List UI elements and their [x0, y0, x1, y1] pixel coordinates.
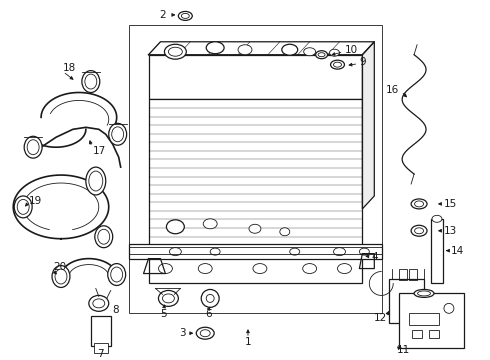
- Ellipse shape: [82, 71, 100, 93]
- Ellipse shape: [158, 264, 172, 274]
- Text: 5: 5: [160, 309, 167, 319]
- Bar: [431, 219, 443, 283]
- Text: 3: 3: [179, 328, 185, 338]
- Ellipse shape: [282, 44, 298, 55]
- Text: 1: 1: [245, 337, 251, 347]
- Text: 8: 8: [113, 305, 120, 315]
- Text: 7: 7: [98, 349, 104, 359]
- Bar: [399, 269, 407, 280]
- Ellipse shape: [249, 224, 261, 233]
- Ellipse shape: [238, 45, 252, 55]
- Ellipse shape: [86, 167, 106, 195]
- Circle shape: [201, 289, 219, 307]
- Bar: [91, 316, 111, 346]
- Bar: [409, 269, 417, 280]
- Ellipse shape: [196, 327, 214, 339]
- Bar: [148, 55, 363, 99]
- Text: 12: 12: [374, 313, 387, 323]
- Ellipse shape: [24, 136, 42, 158]
- Ellipse shape: [89, 296, 109, 311]
- Ellipse shape: [203, 219, 217, 229]
- Bar: [128, 244, 382, 258]
- Ellipse shape: [206, 42, 224, 54]
- Bar: [94, 343, 108, 353]
- Text: 6: 6: [205, 309, 212, 319]
- Text: 2: 2: [159, 10, 166, 20]
- Ellipse shape: [304, 48, 316, 56]
- Bar: [148, 99, 363, 254]
- Polygon shape: [363, 42, 374, 209]
- Text: 10: 10: [344, 45, 358, 55]
- Bar: [429, 330, 439, 338]
- Text: 11: 11: [397, 345, 411, 355]
- Ellipse shape: [14, 196, 32, 218]
- Text: 16: 16: [386, 85, 399, 95]
- Ellipse shape: [167, 220, 184, 234]
- Ellipse shape: [411, 199, 427, 209]
- Bar: [128, 25, 382, 313]
- Text: 18: 18: [63, 63, 76, 73]
- Ellipse shape: [280, 228, 290, 236]
- Ellipse shape: [109, 123, 126, 145]
- Ellipse shape: [178, 12, 192, 21]
- Ellipse shape: [338, 264, 351, 274]
- Bar: [389, 279, 424, 323]
- Text: 19: 19: [29, 196, 43, 206]
- Ellipse shape: [253, 264, 267, 274]
- Text: 13: 13: [444, 226, 457, 236]
- Ellipse shape: [198, 264, 212, 274]
- Ellipse shape: [316, 51, 327, 59]
- Ellipse shape: [108, 264, 125, 285]
- Text: 20: 20: [53, 262, 66, 271]
- Ellipse shape: [95, 226, 113, 248]
- Bar: [409, 313, 439, 325]
- Text: 15: 15: [444, 199, 457, 209]
- Ellipse shape: [330, 49, 340, 56]
- Ellipse shape: [414, 289, 434, 297]
- Ellipse shape: [165, 44, 186, 59]
- Ellipse shape: [303, 264, 317, 274]
- Text: 17: 17: [93, 146, 106, 156]
- Bar: [399, 293, 464, 348]
- Ellipse shape: [158, 291, 178, 306]
- Bar: [148, 254, 363, 283]
- Ellipse shape: [411, 225, 427, 236]
- Ellipse shape: [52, 266, 70, 287]
- Ellipse shape: [331, 60, 344, 69]
- Text: 9: 9: [359, 57, 366, 67]
- Text: 4: 4: [371, 252, 378, 262]
- Bar: [412, 330, 422, 338]
- Text: 14: 14: [451, 246, 464, 256]
- Ellipse shape: [432, 215, 442, 222]
